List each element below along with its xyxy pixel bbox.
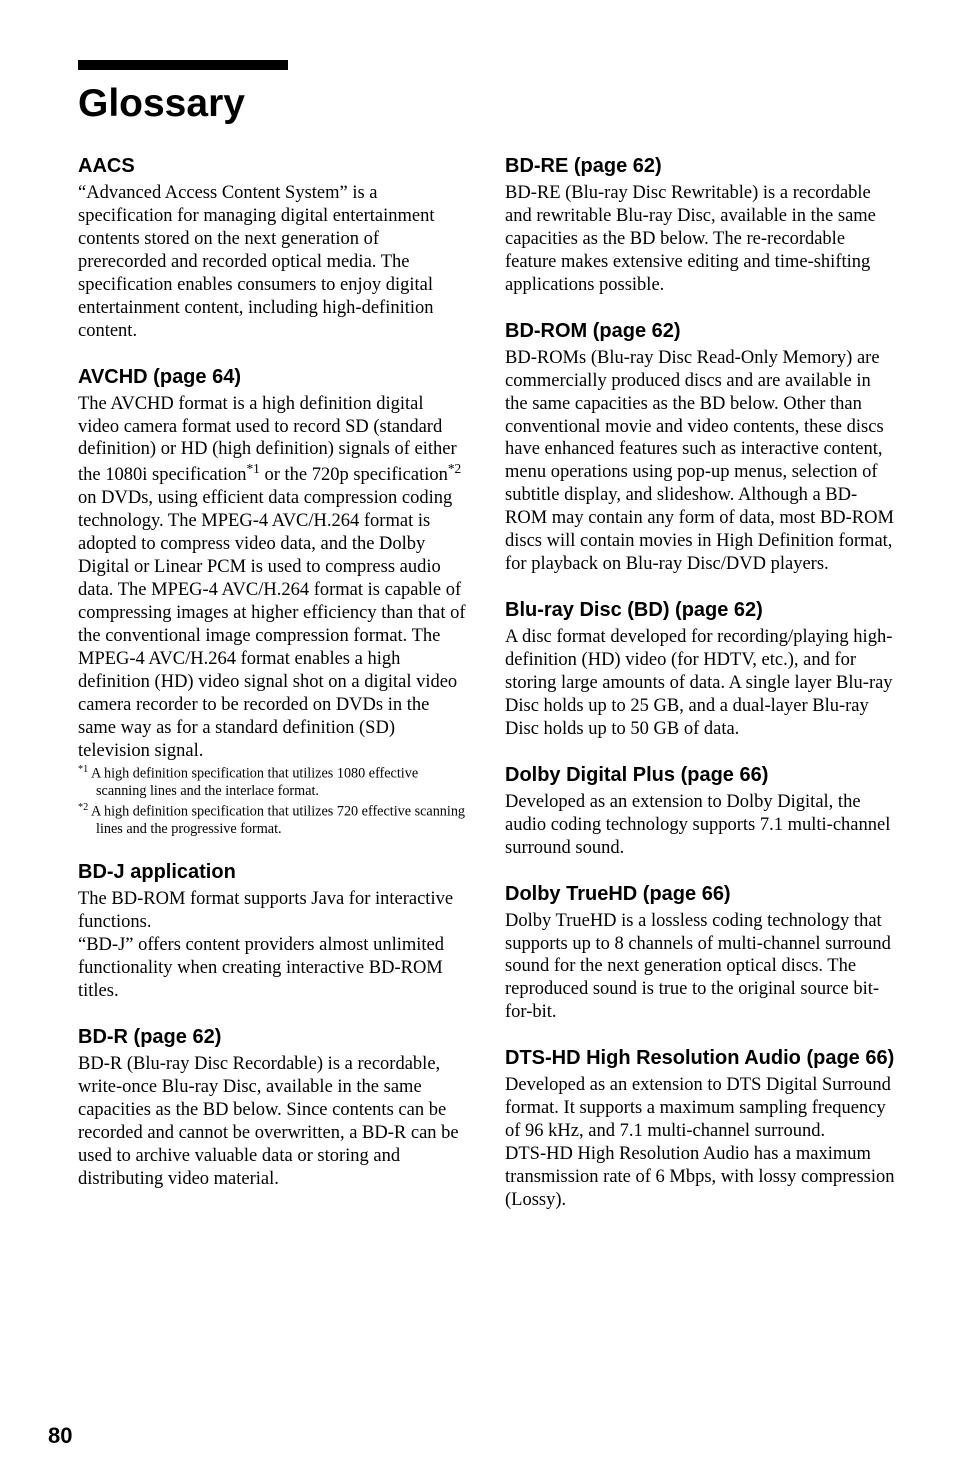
body-dtshd-1: Developed as an extension to DTS Digital… bbox=[505, 1074, 896, 1143]
body-bdj-1: The BD-ROM format supports Java for inte… bbox=[78, 888, 469, 934]
entry-bdr: BD-R (page 62) BD-R (Blu-ray Disc Record… bbox=[78, 1025, 469, 1191]
avchd-sup1: *1 bbox=[247, 461, 260, 476]
page-title: Glossary bbox=[78, 82, 896, 126]
left-column: AACS “Advanced Access Content System” is… bbox=[78, 154, 469, 1234]
footnote-2-text: A high definition specification that uti… bbox=[88, 804, 465, 838]
entry-dtshd: DTS-HD High Resolution Audio (page 66) D… bbox=[505, 1046, 896, 1212]
term-bdr: BD-R (page 62) bbox=[78, 1025, 469, 1049]
avchd-sup2: *2 bbox=[448, 461, 461, 476]
right-column: BD-RE (page 62) BD-RE (Blu-ray Disc Rewr… bbox=[505, 154, 896, 1234]
entry-bluray: Blu-ray Disc (BD) (page 62) A disc forma… bbox=[505, 598, 896, 741]
term-bluray: Blu-ray Disc (BD) (page 62) bbox=[505, 598, 896, 622]
section-rule bbox=[78, 60, 288, 70]
footnote-2: *2 A high definition specification that … bbox=[78, 802, 469, 839]
term-aacs: AACS bbox=[78, 154, 469, 178]
body-aacs: “Advanced Access Content System” is a sp… bbox=[78, 182, 469, 343]
avchd-post: on DVDs, using efficient data compressio… bbox=[78, 488, 466, 760]
body-bdre: BD-RE (Blu-ray Disc Rewritable) is a rec… bbox=[505, 182, 896, 297]
entry-avchd: AVCHD (page 64) The AVCHD format is a hi… bbox=[78, 365, 469, 840]
entry-bdrom: BD-ROM (page 62) BD-ROMs (Blu-ray Disc R… bbox=[505, 319, 896, 576]
body-bdrom: BD-ROMs (Blu-ray Disc Read-Only Memory) … bbox=[505, 347, 896, 576]
footnote-1: *1 A high definition specification that … bbox=[78, 764, 469, 801]
body-ddp: Developed as an extension to Dolby Digit… bbox=[505, 791, 896, 860]
body-bdj-2: “BD-J” offers content providers almost u… bbox=[78, 934, 469, 1003]
body-avchd: The AVCHD format is a high definition di… bbox=[78, 393, 469, 763]
body-bluray: A disc format developed for recording/pl… bbox=[505, 626, 896, 741]
term-ddp: Dolby Digital Plus (page 66) bbox=[505, 763, 896, 787]
two-column-layout: AACS “Advanced Access Content System” is… bbox=[78, 154, 896, 1234]
term-dtshd: DTS-HD High Resolution Audio (page 66) bbox=[505, 1046, 896, 1070]
term-bdre: BD-RE (page 62) bbox=[505, 154, 896, 178]
entry-aacs: AACS “Advanced Access Content System” is… bbox=[78, 154, 469, 343]
term-dthd: Dolby TrueHD (page 66) bbox=[505, 882, 896, 906]
entry-bdj: BD-J application The BD-ROM format suppo… bbox=[78, 861, 469, 1003]
entry-bdre: BD-RE (page 62) BD-RE (Blu-ray Disc Rewr… bbox=[505, 154, 896, 297]
term-bdj: BD-J application bbox=[78, 861, 469, 884]
entry-ddp: Dolby Digital Plus (page 66) Developed a… bbox=[505, 763, 896, 860]
footnote-2-sup: *2 bbox=[78, 802, 88, 813]
entry-dthd: Dolby TrueHD (page 66) Dolby TrueHD is a… bbox=[505, 882, 896, 1025]
page-number: 80 bbox=[48, 1423, 72, 1449]
footnote-1-text: A high definition specification that uti… bbox=[88, 765, 418, 799]
footnote-1-sup: *1 bbox=[78, 764, 88, 775]
term-bdrom: BD-ROM (page 62) bbox=[505, 319, 896, 343]
body-dthd: Dolby TrueHD is a lossless coding techno… bbox=[505, 910, 896, 1025]
avchd-mid: or the 720p specification bbox=[260, 466, 448, 486]
body-dtshd-2: DTS-HD High Resolution Audio has a maxim… bbox=[505, 1143, 896, 1212]
term-avchd: AVCHD (page 64) bbox=[78, 365, 469, 389]
body-bdr: BD-R (Blu-ray Disc Recordable) is a reco… bbox=[78, 1053, 469, 1191]
